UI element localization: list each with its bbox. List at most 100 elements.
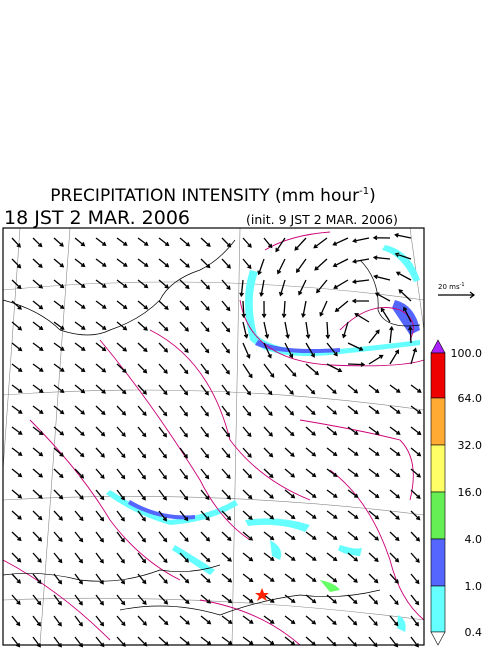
wind-arrow bbox=[305, 384, 316, 395]
colorbar-label: 0.4 bbox=[465, 626, 483, 639]
map bbox=[2, 227, 425, 648]
wind-arrow bbox=[368, 573, 379, 584]
wind-arrow bbox=[53, 468, 64, 479]
wind-arrow bbox=[325, 321, 331, 340]
wind-arrow bbox=[394, 232, 412, 239]
wind-arrow bbox=[11, 237, 21, 248]
rain-band bbox=[128, 500, 195, 520]
wind-arrow bbox=[221, 615, 233, 625]
wind-arrow bbox=[242, 258, 252, 270]
wind-arrow bbox=[200, 405, 209, 417]
wind-arrow bbox=[32, 489, 43, 499]
wind-arrow bbox=[239, 279, 244, 298]
colorbar-segment bbox=[430, 397, 446, 446]
wind-arrow bbox=[410, 468, 422, 478]
wind-arrow bbox=[263, 636, 275, 646]
wind-arrow bbox=[116, 405, 127, 416]
wind-arrow bbox=[53, 279, 65, 289]
colorbar-segment bbox=[430, 352, 446, 399]
wind-arrow bbox=[11, 468, 23, 478]
wind-arrow bbox=[221, 321, 231, 333]
wind-arrow bbox=[137, 468, 146, 480]
coast bbox=[2, 239, 236, 336]
wind-arrow bbox=[11, 531, 22, 542]
wind-arrow bbox=[284, 594, 296, 603]
wind-arrow bbox=[158, 426, 168, 438]
wind-arrow bbox=[11, 510, 22, 520]
wind-arrow bbox=[368, 531, 380, 541]
wind-arrow bbox=[389, 531, 400, 542]
wind-arrow bbox=[242, 552, 254, 562]
wind-arrow bbox=[305, 447, 317, 457]
wind-arrow bbox=[354, 313, 370, 323]
wind-arrow bbox=[137, 552, 147, 564]
wind-arrow bbox=[200, 384, 209, 396]
wind-arrow bbox=[276, 258, 286, 275]
wind-arrow bbox=[32, 384, 44, 393]
wind-arrow bbox=[200, 363, 210, 375]
wind-arrow bbox=[284, 615, 296, 625]
init-time: (init. 9 JST 2 MAR. 2006) bbox=[246, 212, 398, 227]
wind-arrow bbox=[313, 237, 328, 249]
wind-arrow bbox=[372, 235, 391, 241]
wind-arrow bbox=[221, 636, 233, 645]
wind-arrow bbox=[179, 384, 189, 396]
wind-arrow bbox=[242, 405, 252, 417]
wind-arrow bbox=[158, 447, 167, 459]
wind-arrow bbox=[347, 447, 359, 456]
rain-band bbox=[320, 580, 340, 592]
wind-arrow bbox=[116, 258, 128, 267]
colorbar-label: 1.0 bbox=[465, 580, 483, 593]
wind-arrow bbox=[32, 615, 42, 627]
reference-label: 20 ms-1 bbox=[438, 282, 465, 291]
wind-arrow bbox=[53, 447, 64, 457]
wind-arrow bbox=[263, 594, 275, 603]
rain-band bbox=[397, 615, 406, 632]
wind-arrow bbox=[263, 384, 273, 396]
wind-arrow bbox=[221, 573, 233, 583]
wind-arrow bbox=[53, 258, 65, 268]
wind-arrow bbox=[351, 298, 370, 304]
wind-arrow bbox=[407, 325, 413, 344]
wind-arrow bbox=[11, 384, 23, 393]
wind-arrow bbox=[284, 552, 296, 561]
wind-arrow bbox=[11, 258, 22, 269]
rain-band bbox=[245, 518, 310, 532]
wind-arrow bbox=[95, 384, 106, 394]
wind-arrow bbox=[137, 279, 149, 289]
contour bbox=[329, 469, 425, 621]
wind-arrow bbox=[200, 615, 212, 625]
wind-arrow bbox=[410, 426, 422, 436]
wind-arrow bbox=[263, 426, 273, 437]
wind-arrow bbox=[158, 468, 167, 480]
wind-arrow bbox=[284, 447, 295, 457]
wind-arrow bbox=[332, 237, 349, 246]
wind-arrow bbox=[241, 300, 247, 319]
wind-arrow bbox=[179, 468, 188, 480]
wind-arrow bbox=[410, 489, 421, 499]
wind-arrow bbox=[200, 468, 210, 480]
wind-arrow bbox=[179, 237, 191, 247]
wind-arrow bbox=[200, 636, 212, 646]
wind-arrow bbox=[158, 615, 169, 626]
wind-arrow bbox=[11, 426, 23, 435]
wind-arrow bbox=[179, 552, 189, 563]
wind-arrow bbox=[372, 255, 391, 261]
wind-arrow bbox=[74, 615, 83, 627]
rain-band bbox=[382, 245, 420, 282]
colorbar-labels: 100.0 64.0 32.0 16.0 4.0 1.0 0.4 bbox=[451, 347, 483, 639]
wind-arrow bbox=[410, 384, 422, 393]
wind-arrow bbox=[221, 342, 230, 354]
wind-arrow bbox=[221, 258, 231, 269]
wind-arrow bbox=[137, 426, 147, 438]
wind-arrow bbox=[95, 573, 104, 585]
rain-band bbox=[172, 545, 215, 575]
wind-arrow bbox=[368, 426, 380, 435]
wind-arrow bbox=[95, 510, 105, 522]
wind-arrow bbox=[137, 594, 147, 606]
wind-arrow bbox=[305, 552, 317, 561]
wind-arrow bbox=[116, 363, 127, 373]
wind-arrow bbox=[116, 426, 126, 437]
wind-arrow bbox=[11, 615, 21, 627]
wind-arrow bbox=[389, 325, 394, 344]
